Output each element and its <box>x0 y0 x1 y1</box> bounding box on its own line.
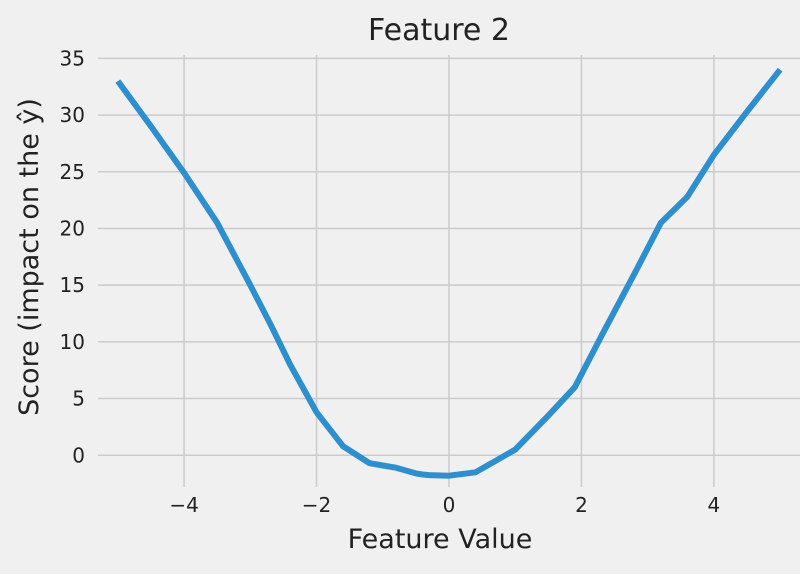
y-tick-label: 15 <box>60 273 85 297</box>
x-tick-label: −2 <box>302 493 331 517</box>
grid-lines <box>98 55 800 487</box>
series-layer <box>115 67 783 479</box>
y-tick-label: 5 <box>72 387 85 411</box>
series-line-1 <box>115 67 783 479</box>
x-tick-label: 2 <box>575 493 588 517</box>
x-tick-label: 0 <box>443 493 456 517</box>
x-tick-label: 4 <box>708 493 721 517</box>
y-tick-label: 25 <box>60 160 85 184</box>
y-axis-ticks: 0 5 10 15 20 25 30 35 <box>60 46 85 467</box>
y-axis-label: Score (impact on the ŷ) <box>14 98 45 416</box>
chart-title: Feature 2 <box>368 13 510 48</box>
y-tick-label: 30 <box>60 103 85 127</box>
x-axis-label: Feature Value <box>348 524 533 555</box>
y-tick-label: 0 <box>72 443 85 467</box>
y-tick-label: 35 <box>60 46 85 70</box>
y-tick-label: 20 <box>60 216 85 240</box>
x-tick-label: −4 <box>169 493 198 517</box>
y-tick-label: 10 <box>60 330 85 354</box>
x-axis-ticks: −4 −2 0 2 4 <box>169 493 720 517</box>
